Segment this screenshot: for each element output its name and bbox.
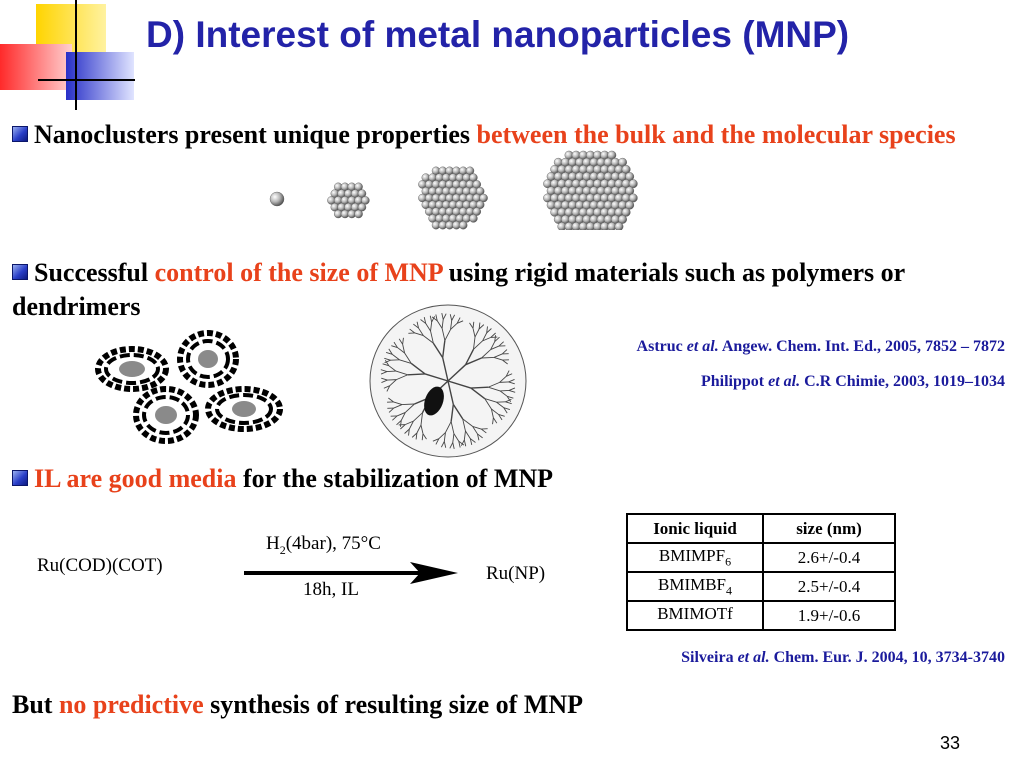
conclusion-line: But no predictive synthesis of resulting… [12,688,1012,722]
large-cluster [543,150,638,239]
bullet-square-icon [12,264,28,280]
table-cell-ionic-liquid: BMIMPF6 [626,542,764,573]
ionic-liquid-subscript: 4 [726,583,733,598]
reaction-reactant: Ru(COD)(COT) [37,555,163,576]
reference-etal: et al. [737,649,770,666]
reference-etal: et al. [768,373,801,390]
condition-text: H [266,533,280,554]
single-atom [269,191,285,207]
polymer-particle [95,346,169,392]
reference-etal: et al. [686,338,719,355]
reference-astruc: Astruc et al. Angew. Chem. Int. Ed., 200… [637,338,1005,356]
bullet-text: for the stabilization of MNP [236,464,554,493]
bullet-text: Successful [34,258,155,287]
polymer-particle [133,386,199,444]
ionic-liquid-subscript: 6 [725,554,732,569]
condition-subscript: 2 [279,542,286,557]
bullet-nanoclusters: Nanoclusters present unique properties b… [12,118,1012,152]
conclusion-highlight: no predictive [58,690,204,719]
reaction-arrow [244,560,460,586]
bullet-highlight: between the bulk and the molecular speci… [476,120,956,149]
polymer-particle [205,386,283,432]
reference-citation: Chem. Eur. J. 2004, 10, 3734-3740 [769,649,1005,666]
table-cell-size: 2.5+/-0.4 [762,571,896,602]
ionic-liquid-name: BMIMOTf [657,603,733,623]
ionic-liquid-table: Ionic liquid size (nm) BMIMPF6 2.6+/-0.4… [626,513,896,631]
condition-text: (4bar), 75°C [285,533,381,554]
bullet-highlight: control of the size of MNP [154,258,443,287]
table-cell-ionic-liquid: BMIMBF4 [626,571,764,602]
dendrimer-illustration [366,298,531,460]
table-row: BMIMPF6 2.6+/-0.4 [626,542,896,573]
polymer-particle [177,330,239,388]
reference-citation: Angew. Chem. Int. Ed., 2005, 7852 – 7872 [718,338,1005,355]
ionic-liquid-name: BMIMBF [657,574,727,594]
bullet-square-icon [12,470,28,486]
table-row: BMIMOTf 1.9+/-0.6 [626,600,896,631]
reference-author: Silveira [681,649,738,666]
small-cluster [327,182,370,219]
ionic-liquid-name: BMIMPF [658,545,726,565]
reaction-product: Ru(NP) [486,563,546,584]
bullet-highlight: IL are good media [34,464,237,493]
slide-title: D) Interest of metal nanoparticles (MNP) [146,14,850,55]
reference-silveira: Silveira et al. Chem. Eur. J. 2004, 10, … [681,649,1005,667]
nanocluster-illustration [262,150,652,239]
table-header-size: size (nm) [762,513,896,544]
page-number: 33 [940,733,961,753]
table-row: BMIMBF4 2.5+/-0.4 [626,571,896,602]
medium-cluster [418,166,488,230]
table-header-row: Ionic liquid size (nm) [626,513,896,544]
conclusion-text: But [12,690,59,719]
bullet-text-continued: using rigid materials such as polymers o… [12,258,905,321]
table-header-ionic-liquid: Ionic liquid [626,513,764,544]
bullet-size-control: Successful control of the size of MNP us… [12,256,1012,324]
reference-author: Astruc [636,338,687,355]
bullet-square-icon [12,126,28,142]
table-cell-size: 1.9+/-0.6 [762,600,896,631]
conclusion-text-continued: synthesis of resulting size of MNP [203,690,584,719]
corner-logo [0,0,135,110]
table-cell-size: 2.6+/-0.4 [762,542,896,573]
metal-core [424,386,444,416]
bullet-ionic-liquids: IL are good media for the stabilization … [12,462,1012,496]
polymer-particles-illustration [84,325,294,455]
reference-citation: C.R Chimie, 2003, 1019–1034 [800,373,1005,390]
bullet-text: Nanoclusters present unique properties [34,120,477,149]
reaction-condition-top: H2(4bar), 75°C [266,533,381,558]
reference-author: Philippot [700,373,769,390]
dendrimer-branches [380,313,516,449]
reference-philippot: Philippot et al. C.R Chimie, 2003, 1019–… [701,373,1005,391]
table-cell-ionic-liquid: BMIMOTf [626,600,764,631]
reaction-condition-bottom: 18h, IL [303,579,359,600]
